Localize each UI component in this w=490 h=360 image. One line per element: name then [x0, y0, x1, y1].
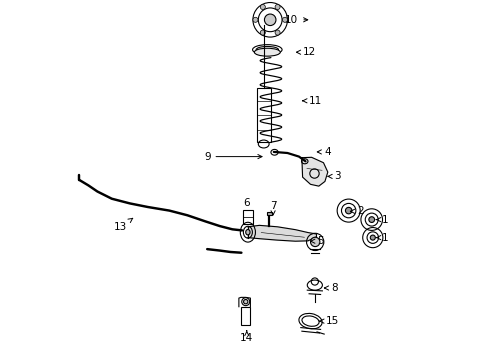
Bar — [257, 88, 270, 142]
Polygon shape — [302, 157, 328, 186]
Circle shape — [253, 17, 258, 22]
Text: 2: 2 — [350, 206, 364, 216]
Text: 10: 10 — [285, 15, 308, 25]
Text: 14: 14 — [240, 330, 253, 343]
Text: 9: 9 — [204, 152, 262, 162]
Circle shape — [311, 237, 320, 247]
Text: 13: 13 — [114, 218, 133, 232]
Circle shape — [275, 30, 280, 35]
Text: 5: 5 — [311, 236, 324, 246]
Circle shape — [260, 4, 266, 9]
Circle shape — [260, 30, 266, 35]
Text: 1: 1 — [376, 215, 389, 225]
Text: 6: 6 — [244, 198, 250, 208]
Text: 15: 15 — [320, 316, 339, 326]
Bar — [241, 307, 250, 325]
Text: 11: 11 — [303, 96, 322, 106]
Ellipse shape — [244, 300, 248, 304]
Text: 1: 1 — [376, 233, 389, 243]
Circle shape — [265, 14, 276, 26]
Text: 3: 3 — [328, 171, 341, 181]
Ellipse shape — [254, 48, 280, 56]
Text: 4: 4 — [317, 147, 331, 157]
Polygon shape — [248, 225, 316, 241]
Bar — [267, 212, 272, 215]
Bar — [243, 210, 253, 224]
Text: 12: 12 — [296, 47, 317, 57]
Circle shape — [275, 4, 280, 9]
Circle shape — [370, 235, 375, 240]
Circle shape — [345, 207, 352, 214]
Text: 8: 8 — [324, 283, 338, 293]
Text: 7: 7 — [270, 201, 276, 215]
Circle shape — [282, 17, 288, 22]
Ellipse shape — [245, 230, 250, 235]
Circle shape — [369, 217, 374, 222]
